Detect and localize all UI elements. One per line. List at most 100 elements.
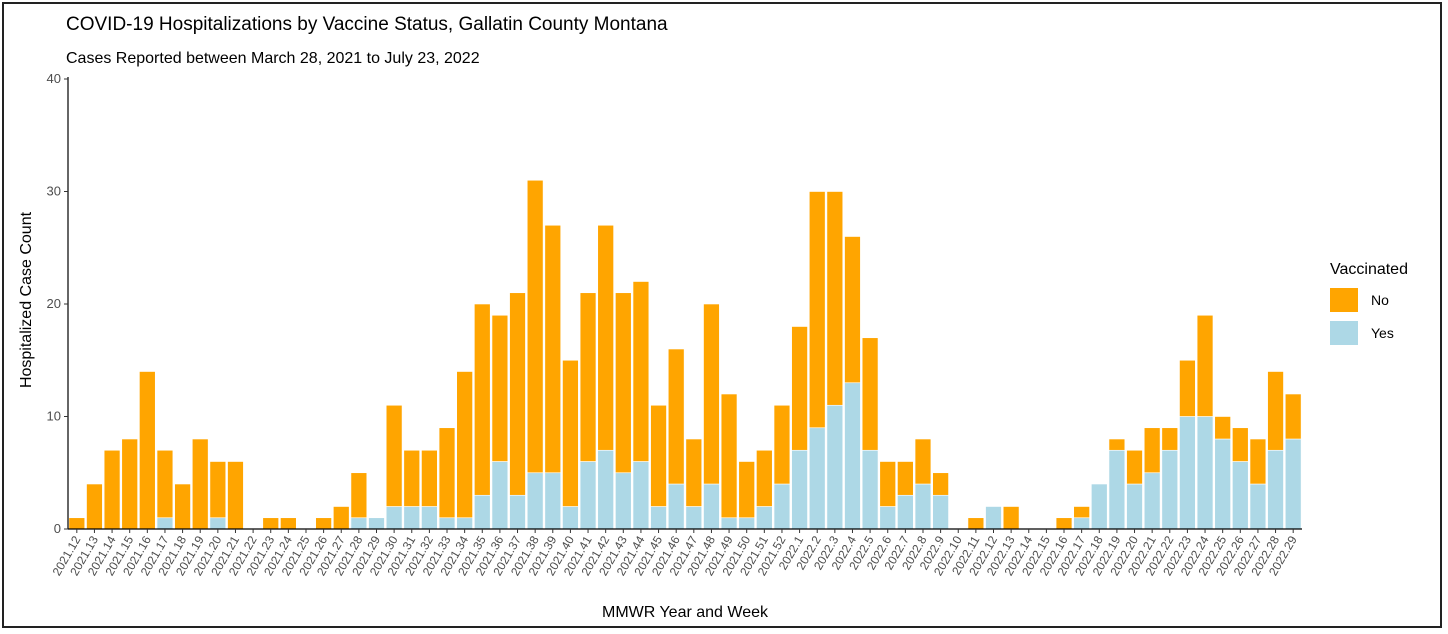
bar-yes-2021.29 xyxy=(368,517,385,530)
bar-no-2021.17 xyxy=(156,449,174,519)
bar-yes-2021.30 xyxy=(385,506,403,530)
bar-yes-2021.36 xyxy=(491,461,509,530)
legend: Vaccinated No Yes xyxy=(1330,261,1408,345)
bar-no-2021.43 xyxy=(615,292,632,474)
legend-label-no: No xyxy=(1371,292,1389,308)
bars-layer xyxy=(68,179,1302,530)
bar-yes-2021.34 xyxy=(456,517,473,530)
y-tick-label: 20 xyxy=(47,296,61,311)
legend-label-yes: Yes xyxy=(1371,325,1394,341)
bar-no-2021.49 xyxy=(720,393,738,519)
chart-title: COVID-19 Hospitalizations by Vaccine Sta… xyxy=(66,14,668,35)
bar-no-2022.13 xyxy=(1002,506,1020,530)
bar-yes-2021.44 xyxy=(632,461,650,530)
bar-no-2021.51 xyxy=(756,449,773,507)
bar-yes-2022.17 xyxy=(1073,517,1090,530)
bar-no-2021.12 xyxy=(68,517,86,530)
bar-no-2021.30 xyxy=(385,404,403,507)
bar-no-2022.21 xyxy=(1143,427,1161,474)
x-axis-title: MMWR Year and Week xyxy=(602,604,769,621)
bar-yes-2022.7 xyxy=(897,494,914,530)
bar-no-2021.50 xyxy=(738,461,755,519)
bar-no-2022.4 xyxy=(844,236,861,384)
bar-yes-2021.38 xyxy=(526,472,544,530)
bar-no-2021.24 xyxy=(280,517,297,530)
bar-yes-2021.45 xyxy=(650,506,667,530)
bar-no-2021.16 xyxy=(139,371,156,530)
bar-yes-2022.4 xyxy=(844,382,861,530)
bar-yes-2022.18 xyxy=(1091,483,1108,530)
bar-yes-2021.52 xyxy=(773,483,791,530)
bar-yes-2021.41 xyxy=(579,461,597,530)
bar-no-2022.5 xyxy=(861,337,879,451)
bar-yes-2021.37 xyxy=(509,494,526,530)
bar-no-2021.42 xyxy=(597,224,614,451)
bar-yes-2021.50 xyxy=(738,517,755,530)
bar-no-2022.29 xyxy=(1284,393,1302,440)
bar-no-2021.34 xyxy=(456,371,473,519)
bar-no-2022.1 xyxy=(791,326,808,451)
bar-no-2021.35 xyxy=(474,303,491,496)
bar-no-2021.23 xyxy=(262,517,279,530)
bar-yes-2022.5 xyxy=(861,449,879,530)
bar-yes-2022.21 xyxy=(1143,472,1161,530)
bar-no-2021.15 xyxy=(121,438,138,530)
legend-swatch-yes xyxy=(1330,321,1358,345)
bar-no-2021.39 xyxy=(544,224,562,474)
bar-yes-2022.23 xyxy=(1179,416,1196,530)
bar-yes-2022.22 xyxy=(1161,449,1179,530)
chart-subtitle: Cases Reported between March 28, 2021 to… xyxy=(66,50,480,67)
bar-yes-2022.6 xyxy=(879,506,896,530)
bar-no-2021.13 xyxy=(86,483,103,530)
bar-no-2022.6 xyxy=(879,461,896,507)
y-tick-label: 40 xyxy=(47,71,61,86)
bar-no-2022.26 xyxy=(1232,427,1249,462)
bar-yes-2021.31 xyxy=(403,506,420,530)
bar-yes-2021.40 xyxy=(562,506,579,530)
bar-no-2021.46 xyxy=(667,348,685,485)
bar-no-2021.38 xyxy=(526,179,544,474)
bar-no-2021.37 xyxy=(509,292,526,496)
bar-no-2022.2 xyxy=(808,191,826,429)
bar-no-2021.36 xyxy=(491,314,509,462)
bar-yes-2022.27 xyxy=(1249,483,1267,530)
bar-yes-2022.20 xyxy=(1126,483,1143,530)
bar-no-2022.16 xyxy=(1055,517,1073,530)
bar-no-2021.44 xyxy=(632,281,650,462)
bar-no-2021.28 xyxy=(350,472,368,519)
bar-no-2022.20 xyxy=(1126,449,1143,485)
bar-no-2021.19 xyxy=(191,438,209,530)
legend-swatch-no xyxy=(1330,288,1358,312)
bar-yes-2022.19 xyxy=(1108,449,1126,530)
bar-yes-2022.12 xyxy=(985,506,1002,530)
legend-title: Vaccinated xyxy=(1330,261,1408,278)
y-axis-title: Hospitalized Case Count xyxy=(18,211,35,388)
bar-yes-2021.42 xyxy=(597,449,614,530)
bar-no-2021.26 xyxy=(315,517,332,530)
bar-no-2022.27 xyxy=(1249,438,1267,485)
bar-no-2022.17 xyxy=(1073,506,1090,519)
bar-no-2021.40 xyxy=(562,359,579,507)
bar-yes-2021.28 xyxy=(350,517,368,530)
bar-yes-2022.1 xyxy=(791,449,808,530)
bar-no-2022.3 xyxy=(826,191,844,406)
bar-yes-2021.33 xyxy=(438,517,456,530)
bar-yes-2022.26 xyxy=(1232,461,1249,530)
bar-no-2021.52 xyxy=(773,404,791,485)
bar-no-2021.21 xyxy=(227,461,244,530)
bar-yes-2021.51 xyxy=(756,506,773,530)
bar-no-2022.24 xyxy=(1196,314,1214,417)
bar-yes-2022.29 xyxy=(1284,438,1302,530)
bar-no-2021.31 xyxy=(403,449,420,507)
bar-yes-2021.35 xyxy=(474,494,491,530)
bar-no-2022.28 xyxy=(1267,371,1284,451)
bar-yes-2021.47 xyxy=(685,506,703,530)
bar-no-2021.27 xyxy=(333,506,350,530)
bar-no-2021.48 xyxy=(703,303,720,485)
y-tick-label: 0 xyxy=(54,521,61,536)
bar-no-2022.8 xyxy=(914,438,932,485)
bar-yes-2022.9 xyxy=(932,494,949,530)
bar-no-2022.23 xyxy=(1179,359,1196,417)
bar-yes-2021.49 xyxy=(720,517,738,530)
x-axis: 2021.122021.132021.142021.152021.162021.… xyxy=(50,528,1302,578)
